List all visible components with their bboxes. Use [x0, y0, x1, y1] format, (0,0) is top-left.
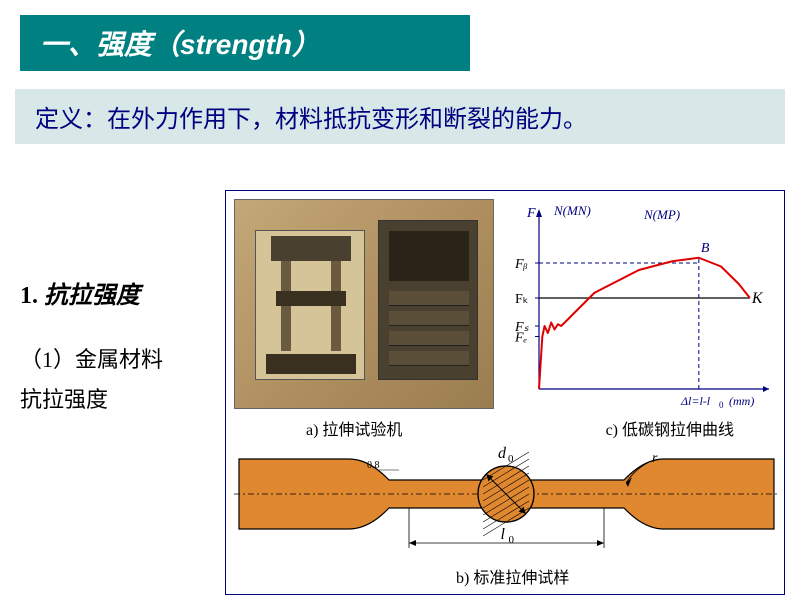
- console-drawer: [389, 351, 469, 366]
- svg-text:F: F: [526, 206, 536, 221]
- svg-text:l: l: [501, 526, 506, 543]
- machine-frame: [255, 230, 365, 380]
- title-text: 一、强度（strength）: [40, 29, 320, 60]
- svg-text:B: B: [701, 241, 710, 256]
- machine-column: [281, 261, 291, 351]
- svg-text:N(MP): N(MP): [643, 207, 680, 222]
- definition-bar: 定义：在外力作用下，材料抵抗变形和断裂的能力。: [15, 89, 785, 144]
- svg-text:0: 0: [508, 453, 514, 465]
- subsection-number: 1.: [20, 283, 38, 309]
- machine-column: [331, 261, 341, 351]
- machine-grip: [276, 291, 346, 306]
- console-drawer: [389, 311, 469, 326]
- machine-crosshead: [271, 236, 351, 261]
- tensile-machine-photo: [234, 199, 494, 409]
- svg-text:Fₛ: Fₛ: [514, 320, 530, 335]
- svg-text:Fₖ: Fₖ: [515, 292, 529, 307]
- svg-text:0: 0: [719, 400, 724, 410]
- caption-a: a) 拉伸试验机: [306, 416, 402, 440]
- caption-c: c) 低碳钢拉伸曲线: [606, 416, 734, 440]
- item-line: （1）金属材料: [20, 340, 220, 380]
- console-drawer: [389, 291, 469, 306]
- console-drawer: [389, 331, 469, 346]
- console-screen: [389, 231, 469, 281]
- stress-strain-chart: FN(MN)N(MP)Δl=l-l0(mm)FₑFₛFₖFᵦBK: [501, 199, 776, 424]
- machine-base: [266, 354, 356, 374]
- section-title: 一、强度（strength）: [20, 15, 470, 71]
- svg-text:0.8: 0.8: [367, 460, 380, 471]
- svg-text:0: 0: [509, 534, 515, 546]
- item-line-2: 抗拉强度: [20, 380, 220, 420]
- svg-text:Δl=l-l: Δl=l-l: [680, 394, 711, 408]
- subsection-title: 1. 抗拉强度: [20, 275, 220, 310]
- svg-text:(mm): (mm): [729, 394, 754, 408]
- specimen-diagram: d0l00.8r: [234, 434, 779, 564]
- item-number: （1）: [20, 347, 75, 372]
- left-column: 1. 抗拉强度 （1）金属材料 抗拉强度: [20, 275, 220, 419]
- svg-text:Fᵦ: Fᵦ: [514, 257, 528, 272]
- svg-text:N(MN): N(MN): [553, 203, 591, 218]
- item-text-1: 金属材料: [75, 347, 163, 372]
- caption-b: b) 标准拉伸试样: [456, 564, 569, 588]
- svg-text:r: r: [652, 451, 658, 466]
- figure-container: FN(MN)N(MP)Δl=l-l0(mm)FₑFₛFₖFᵦBK d0l00.8…: [225, 190, 785, 595]
- definition-text: 定义：在外力作用下，材料抵抗变形和断裂的能力。: [35, 107, 587, 133]
- svg-text:d: d: [498, 445, 507, 462]
- subsection-text: 抗拉强度: [44, 283, 140, 309]
- svg-text:K: K: [751, 290, 764, 307]
- machine-console: [378, 220, 478, 380]
